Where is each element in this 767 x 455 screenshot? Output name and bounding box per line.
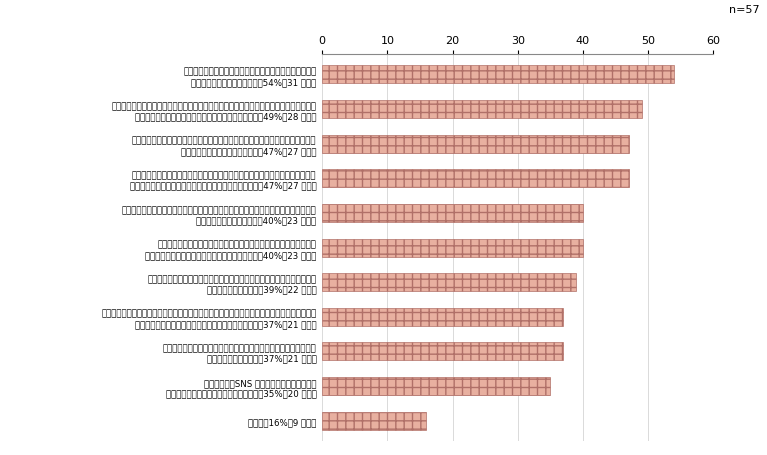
Bar [322,204,583,222]
Text: n=57: n=57 [729,5,759,15]
Bar [322,66,674,84]
Bar [322,343,563,360]
Bar [322,308,563,326]
Bar [322,377,550,395]
Bar [322,170,628,188]
Bar [322,101,641,119]
Bar [322,239,583,257]
Bar [322,273,577,292]
Bar [322,136,628,153]
Bar [322,412,426,430]
